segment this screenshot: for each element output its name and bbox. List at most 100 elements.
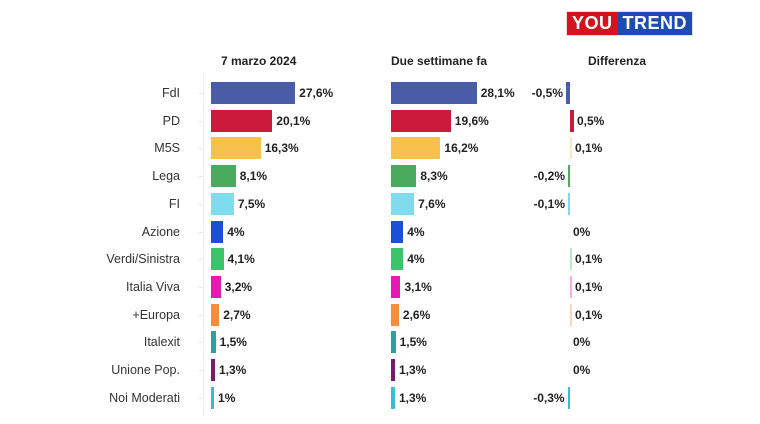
- value-current: 1,3%: [218, 363, 247, 377]
- bar-current: [211, 165, 236, 188]
- bar-current: [211, 220, 224, 243]
- logo-you: YOU: [567, 12, 618, 35]
- value-current: 1%: [218, 390, 236, 405]
- value-current: 8,1%: [239, 169, 268, 184]
- party-label: Verdi/Sinistra: [106, 252, 180, 267]
- youtrend-logo: YOU TREND: [567, 12, 693, 35]
- value-difference: 0%: [573, 363, 591, 377]
- party-label: M5S: [154, 141, 180, 156]
- axis-tick: [199, 93, 203, 94]
- bar-previous: [391, 192, 415, 215]
- bar-current: [211, 248, 224, 271]
- value-current: 27,6%: [299, 86, 334, 100]
- bar-previous: [391, 165, 417, 188]
- value-difference: 0,1%: [575, 252, 603, 267]
- bar-previous: [391, 248, 404, 271]
- party-label: Noi Moderati: [109, 390, 180, 405]
- value-difference: 0,1%: [575, 141, 603, 156]
- bar-current: [211, 359, 215, 381]
- value-difference: 0%: [573, 224, 591, 239]
- value-previous: 8,3%: [420, 169, 448, 184]
- bar-difference: [570, 248, 572, 271]
- value-current: 20,1%: [276, 113, 311, 128]
- party-label: +Europa: [132, 307, 180, 322]
- bar-difference: [568, 165, 570, 188]
- bar-previous: [391, 331, 396, 354]
- bar-difference: [567, 386, 570, 409]
- value-current: 16,3%: [264, 141, 299, 156]
- value-current: 4%: [227, 224, 245, 239]
- bar-current: [211, 275, 221, 298]
- value-difference: 0,1%: [575, 279, 603, 294]
- value-previous: 3,1%: [404, 279, 432, 294]
- bar-current: [211, 109, 273, 132]
- value-previous: 1,3%: [398, 390, 427, 405]
- value-current: 4,1%: [227, 252, 255, 267]
- party-label: Italexit: [143, 335, 180, 350]
- bar-difference: [570, 137, 572, 160]
- value-previous: 16,2%: [444, 141, 479, 156]
- value-difference: -0,3%: [533, 390, 565, 405]
- value-previous: 7,6%: [418, 196, 446, 211]
- bar-current: [211, 386, 215, 409]
- bar-difference: [570, 275, 572, 298]
- axis-tick: [199, 286, 203, 288]
- bar-difference: [566, 82, 570, 104]
- header-current: 7 marzo 2024: [221, 54, 297, 68]
- party-label: Italia Viva: [126, 279, 180, 294]
- value-difference: 0,1%: [575, 307, 603, 322]
- axis-tick: [199, 148, 203, 150]
- bar-difference: [570, 303, 572, 326]
- category-axis: [203, 72, 204, 414]
- bar-previous: [391, 303, 399, 326]
- value-previous: 28,1%: [480, 86, 515, 100]
- value-previous: 1,3%: [398, 363, 427, 377]
- bar-previous: [391, 82, 477, 104]
- value-current: 2,7%: [223, 307, 251, 322]
- value-previous: 19,6%: [454, 113, 489, 128]
- value-difference: -0,2%: [533, 169, 565, 184]
- bar-difference: [568, 192, 570, 215]
- value-previous: 4%: [407, 252, 425, 267]
- axis-tick: [199, 370, 203, 371]
- bar-current: [211, 303, 220, 326]
- axis-tick: [199, 231, 203, 233]
- value-difference: 0,5%: [577, 113, 605, 128]
- value-difference: -0,5%: [531, 86, 563, 100]
- value-current: 7,5%: [237, 196, 266, 211]
- value-current: 1,5%: [219, 335, 247, 350]
- bar-previous: [391, 137, 441, 160]
- axis-tick: [199, 176, 203, 178]
- party-label: PD: [162, 113, 180, 128]
- value-previous: 4%: [407, 224, 425, 239]
- party-label: Azione: [141, 224, 180, 239]
- axis-tick: [199, 314, 203, 316]
- party-label: Unione Pop.: [111, 363, 180, 377]
- header-difference: Differenza: [588, 54, 647, 68]
- logo-trend: TREND: [617, 12, 693, 35]
- axis-tick: [199, 397, 203, 399]
- party-label: FI: [168, 196, 180, 211]
- value-previous: 2,6%: [402, 307, 431, 322]
- value-current: 3,2%: [224, 279, 253, 294]
- value-difference: -0,1%: [533, 196, 565, 211]
- value-previous: 1,5%: [399, 335, 427, 350]
- bar-previous: [391, 109, 451, 132]
- axis-tick: [199, 120, 203, 122]
- value-difference: 0%: [573, 335, 591, 350]
- header-previous: Due settimane fa: [391, 54, 488, 68]
- axis-tick: [199, 203, 203, 205]
- bar-current: [211, 192, 234, 215]
- bar-current: [211, 331, 216, 354]
- bar-previous: [391, 220, 404, 243]
- bar-previous: [391, 386, 395, 409]
- party-label: Lega: [152, 169, 180, 184]
- bar-previous: [391, 275, 401, 298]
- bar-difference: [570, 109, 574, 132]
- bar-previous: [391, 359, 395, 381]
- axis-tick: [199, 342, 203, 344]
- axis-tick: [199, 259, 203, 261]
- bar-current: [211, 82, 296, 104]
- bar-current: [211, 137, 261, 160]
- party-label: FdI: [161, 86, 180, 100]
